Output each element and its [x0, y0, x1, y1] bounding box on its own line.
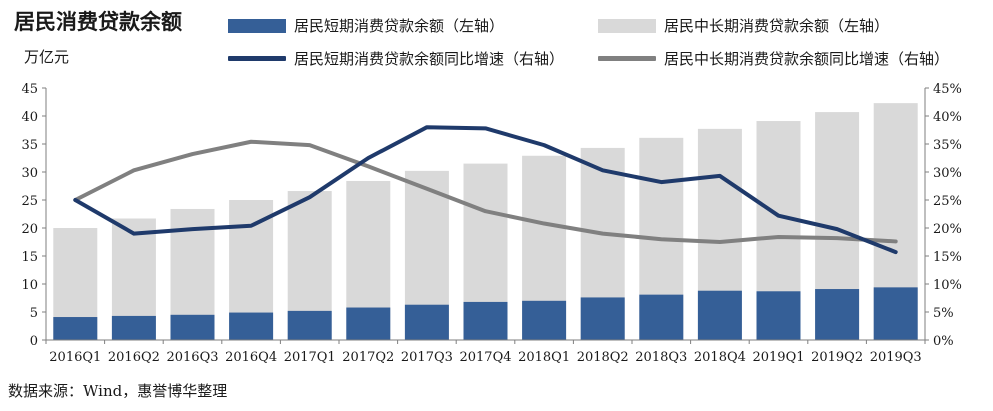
left-tick-label-0: 0 — [30, 334, 38, 349]
x-tick-label-2019Q3: 2019Q3 — [870, 350, 922, 365]
x-tick-label-2017Q1: 2017Q1 — [284, 350, 336, 365]
left-tick-label-30: 30 — [21, 166, 38, 181]
line-short-growth — [73, 125, 898, 255]
bar-short-2017Q4 — [463, 301, 508, 340]
right-tick-label-0%: 0% — [933, 334, 954, 349]
left-tick-label-15: 15 — [21, 250, 38, 265]
legend-item-long-line: 居民中长期消费贷款余额同比增速（右轴） — [598, 48, 949, 69]
left-tick-label-20: 20 — [21, 222, 38, 237]
right-tick-label-15%: 15% — [933, 250, 962, 265]
x-tick-label-2018Q2: 2018Q2 — [577, 350, 629, 365]
bar-short-2018Q3 — [639, 294, 684, 340]
x-tick-label-2017Q4: 2017Q4 — [459, 350, 511, 365]
bar-short-2018Q2 — [580, 297, 625, 340]
x-tick-label-2019Q1: 2019Q1 — [752, 350, 804, 365]
right-tick-label-5%: 5% — [933, 306, 954, 321]
legend-swatch-long-line — [598, 56, 656, 61]
x-tick-label-2016Q4: 2016Q4 — [225, 350, 277, 365]
x-tick-label-2018Q1: 2018Q1 — [518, 350, 570, 365]
bar-short-2017Q3 — [404, 304, 449, 340]
x-tick-label-2016Q3: 2016Q3 — [166, 350, 218, 365]
bar-short-2016Q4 — [229, 312, 274, 340]
right-tick-label-40%: 40% — [933, 110, 962, 125]
left-tick-label-25: 25 — [21, 194, 38, 209]
bar-short-2017Q1 — [287, 310, 332, 340]
legend-item-short-line: 居民短期消费贷款余额同比增速（右轴） — [228, 48, 564, 69]
right-tick-label-25%: 25% — [933, 194, 962, 209]
x-tick-label-2016Q2: 2016Q2 — [108, 350, 160, 365]
x-tick-label-2016Q1: 2016Q1 — [49, 350, 101, 365]
legend-label-long-line: 居民中长期消费贷款余额同比增速（右轴） — [664, 50, 950, 68]
bar-short-2017Q2 — [346, 307, 391, 340]
legend-swatch-short-bar — [228, 18, 286, 33]
bar-short-2018Q4 — [697, 290, 742, 340]
right-tick-label-45%: 45% — [933, 82, 962, 97]
bar-short-2019Q2 — [815, 289, 860, 340]
source-note: 数据来源：Wind，惠誉博华整理 — [8, 382, 228, 400]
bar-short-2016Q1 — [53, 317, 98, 340]
legend-item-short-bar: 居民短期消费贷款余额（左轴） — [228, 15, 504, 36]
left-tick-label-45: 45 — [21, 82, 38, 97]
left-tick-label-10: 10 — [21, 278, 38, 293]
right-tick-label-10%: 10% — [933, 278, 962, 293]
x-tick-label-2018Q4: 2018Q4 — [694, 350, 746, 365]
left-tick-label-40: 40 — [21, 110, 38, 125]
bar-short-2019Q1 — [756, 291, 801, 340]
y-axis-unit: 万亿元 — [24, 48, 70, 66]
x-tick-label-2018Q3: 2018Q3 — [635, 350, 687, 365]
bar-short-2016Q3 — [170, 314, 215, 340]
legend-label-short-bar: 居民短期消费贷款余额（左轴） — [294, 17, 505, 35]
bar-short-2018Q1 — [522, 300, 567, 340]
x-tick-label-2017Q2: 2017Q2 — [342, 350, 394, 365]
left-tick-label-5: 5 — [30, 306, 38, 321]
left-tick-label-35: 35 — [21, 138, 38, 153]
right-tick-label-20%: 20% — [933, 222, 962, 237]
legend-swatch-short-line — [228, 56, 286, 61]
legend-label-short-line: 居民短期消费贷款余额同比增速（右轴） — [294, 50, 565, 68]
x-tick-label-2019Q2: 2019Q2 — [811, 350, 863, 365]
bar-short-2016Q2 — [111, 315, 156, 340]
x-tick-label-2017Q3: 2017Q3 — [401, 350, 453, 365]
line-long-growth — [73, 139, 898, 244]
right-tick-label-35%: 35% — [933, 138, 962, 153]
chart-title: 居民消费贷款余额 — [14, 10, 182, 34]
legend-item-long-bar: 居民中长期消费贷款余额（左轴） — [598, 15, 889, 36]
legend-label-long-bar: 居民中长期消费贷款余额（左轴） — [664, 17, 890, 35]
right-tick-label-30%: 30% — [933, 166, 962, 181]
bar-short-2019Q3 — [873, 287, 918, 340]
legend-swatch-long-bar — [598, 18, 656, 33]
